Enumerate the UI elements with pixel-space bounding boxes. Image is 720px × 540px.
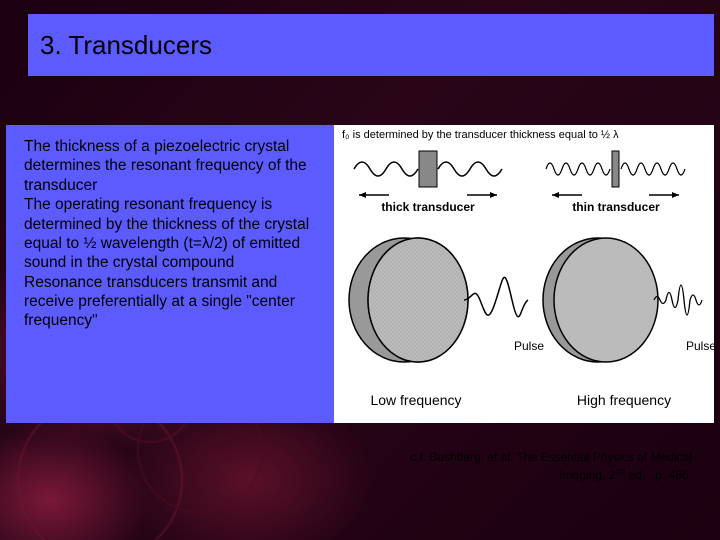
thick-label: thick transducer	[381, 200, 475, 214]
diagram-caption: f₀ is determined by the transducer thick…	[342, 129, 619, 141]
text-column: The thickness of a piezoelectric crystal…	[6, 125, 334, 423]
thin-label: thin transducer	[572, 200, 660, 214]
paragraph-2: The operating resonant frequency is dete…	[24, 195, 330, 273]
citation: c.f. Bushberg, et al. The Essential Phys…	[410, 450, 692, 483]
high-freq-label: High frequency	[577, 392, 671, 408]
high-freq-disc: Pulse High frequency	[543, 238, 714, 408]
slide-title: 3. Transducers	[40, 30, 212, 61]
pulse-label-left: Pulse	[514, 339, 544, 353]
low-freq-label: Low frequency	[370, 392, 461, 408]
citation-line1: c.f. Bushberg, et al. The Essential Phys…	[410, 450, 692, 466]
low-freq-disc: Pulse Low frequency	[349, 238, 544, 408]
thick-transducer-group: thick transducer	[354, 151, 502, 214]
content-panel: The thickness of a piezoelectric crystal…	[6, 125, 714, 423]
thin-transducer-group: thin transducer	[546, 151, 685, 214]
title-panel: 3. Transducers	[28, 14, 714, 76]
paragraph-3: Resonance transducers transmit and recei…	[24, 273, 330, 331]
pulse-label-right: Pulse	[686, 339, 714, 353]
citation-line2: Imaging, 2nd ed. , p. 486.	[410, 466, 692, 484]
diagram-column: f₀ is determined by the transducer thick…	[334, 125, 714, 423]
transducer-diagram: thick transducer thin transducer P	[334, 125, 714, 423]
paragraph-1: The thickness of a piezoelectric crystal…	[24, 137, 330, 195]
